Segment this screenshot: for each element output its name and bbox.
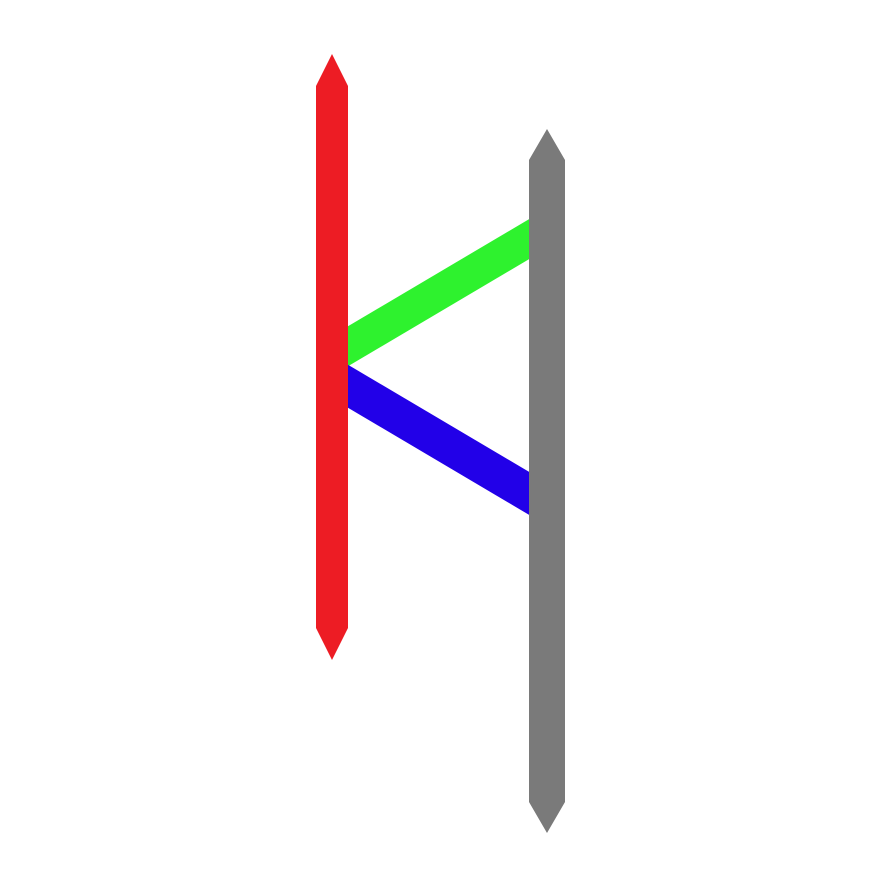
- blue-link-bar: [345, 363, 531, 516]
- red-vertical-bar: [316, 54, 348, 660]
- gray-vertical-bar: [529, 129, 565, 833]
- green-link-bar: [345, 218, 531, 368]
